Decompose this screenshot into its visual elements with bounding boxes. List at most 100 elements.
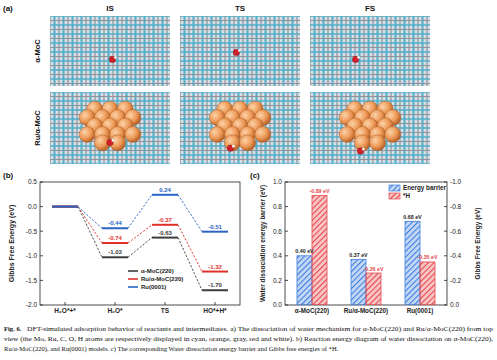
bond xyxy=(76,16,77,86)
structure xyxy=(310,16,430,86)
energy-level xyxy=(202,231,228,233)
h-atom xyxy=(112,139,115,142)
y2-tick-label: -0.4 xyxy=(450,252,462,259)
x-tick-label: TS xyxy=(161,307,170,314)
y-tick-label: 0.6 xyxy=(273,228,282,235)
energy-level xyxy=(152,224,178,226)
bond xyxy=(310,60,430,62)
bond xyxy=(332,16,334,86)
energy-level xyxy=(102,256,128,258)
bond xyxy=(180,65,300,66)
structure-bg xyxy=(180,16,300,86)
y-tick-label: -0.5 xyxy=(26,228,38,235)
bond xyxy=(242,16,243,86)
x-tick-label: H₂O*+* xyxy=(54,307,76,314)
bond xyxy=(103,16,104,86)
energy-level xyxy=(52,206,78,208)
bond xyxy=(50,159,170,160)
bond xyxy=(336,16,337,86)
y2-tick xyxy=(444,305,447,306)
y-tick xyxy=(285,231,288,232)
structure-bg xyxy=(180,92,300,164)
bond xyxy=(50,20,170,21)
y2-tick-label: -0.8 xyxy=(450,203,462,210)
panel-label: (b) xyxy=(3,171,14,180)
bond xyxy=(197,16,198,86)
x-tick-label: α-MoC(220) xyxy=(295,307,329,315)
bond xyxy=(50,33,170,35)
y2-tick xyxy=(444,255,447,256)
bond xyxy=(256,16,258,86)
bond xyxy=(139,16,140,86)
caption-line: DFT-simulated adsorption behavior of rea… xyxy=(27,325,494,333)
structure xyxy=(180,92,300,164)
bond xyxy=(50,29,170,30)
y-tick-label: 0.0 xyxy=(273,301,282,308)
bond xyxy=(211,16,213,86)
bond xyxy=(413,16,415,86)
y-tick xyxy=(40,305,43,306)
connector xyxy=(178,195,202,232)
bond xyxy=(292,16,294,86)
bond xyxy=(310,150,430,151)
bar xyxy=(312,196,327,305)
structure-bg xyxy=(50,92,170,164)
row-label: α-MoC xyxy=(33,39,42,63)
y-tick-label: -1.5 xyxy=(26,277,38,284)
bond xyxy=(184,16,186,86)
plot-marks xyxy=(52,195,228,290)
caption-line: Ru/α-MoC(220), and Ru(0001) models. c) T… xyxy=(4,345,339,353)
bond xyxy=(310,20,430,21)
energy-level xyxy=(202,289,228,291)
ru-atom xyxy=(125,126,141,142)
bond xyxy=(180,154,300,156)
bond xyxy=(81,16,83,86)
x-tick-label: Ru/α-MoC(220) xyxy=(344,307,388,315)
legend-swatch xyxy=(128,286,138,288)
y-tick-label: 0.2 xyxy=(273,277,282,284)
bond xyxy=(180,56,300,57)
bond xyxy=(180,74,300,75)
y2-tick xyxy=(444,206,447,207)
bond xyxy=(224,16,225,86)
legend-swatch xyxy=(389,185,400,191)
bond xyxy=(50,65,170,66)
bond xyxy=(188,16,189,86)
bond xyxy=(310,56,430,57)
bond xyxy=(345,16,346,86)
bond xyxy=(144,16,146,86)
bond xyxy=(229,16,231,86)
x-tick xyxy=(65,302,66,305)
bond xyxy=(350,16,352,86)
y-axis-label: Gibbs Free Energy (eV) xyxy=(8,205,16,282)
connector xyxy=(78,207,102,229)
data-label: 0.40 eV xyxy=(295,248,314,254)
bond xyxy=(310,65,430,66)
legend-label: α-MoC(220) xyxy=(141,268,174,274)
bond xyxy=(108,16,110,86)
y-tick-label: 0.4 xyxy=(273,252,282,259)
y-tick xyxy=(285,182,288,183)
energy-level xyxy=(152,194,178,196)
caption-label: Fig. 6. xyxy=(4,325,22,332)
connector xyxy=(128,225,152,243)
bond xyxy=(359,16,361,86)
panel-label: (a) xyxy=(3,4,13,13)
data-label: -1.70 xyxy=(208,282,222,288)
plot-marks xyxy=(297,196,435,305)
h-atom xyxy=(114,56,117,59)
y-tick xyxy=(285,206,288,207)
bond xyxy=(126,16,128,86)
plot-frame xyxy=(40,182,240,305)
legend-label: Ru(0001) xyxy=(141,284,166,290)
connector xyxy=(128,195,152,228)
bond xyxy=(63,16,65,86)
bond xyxy=(310,38,430,39)
bond xyxy=(166,16,167,86)
bond xyxy=(269,16,270,86)
legend-swatch xyxy=(389,193,400,199)
bond xyxy=(121,16,122,86)
structure xyxy=(50,92,170,164)
ru-atom xyxy=(370,135,386,151)
y2-tick xyxy=(444,182,447,183)
